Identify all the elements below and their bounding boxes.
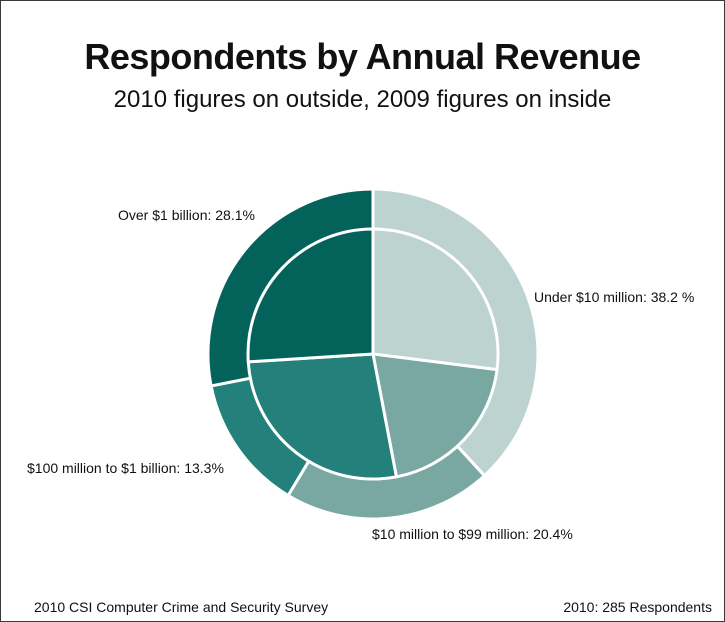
chart-subtitle: 2010 figures on outside, 2009 figures on…	[113, 86, 612, 113]
label-under-10-million: Under $10 million: 38.2 %	[534, 289, 695, 305]
label-10-to-99-million: $10 million to $99 million: 20.4%	[372, 526, 573, 542]
source-note: 2010 CSI Computer Crime and Security Sur…	[34, 599, 329, 615]
label-over-1-billion: Over $1 billion: 28.1%	[118, 207, 255, 223]
inner-slice-2	[246, 352, 398, 481]
label-100-million-to-1-billion: $100 million to $1 billion: 13.3%	[27, 460, 224, 476]
chart-title: Respondents by Annual Revenue	[84, 36, 641, 77]
inner-slice-0	[371, 227, 500, 372]
inner-slice-3	[246, 227, 375, 364]
inner-slice-1	[371, 352, 499, 479]
respondents-count: 2010: 285 Respondents	[563, 599, 712, 615]
